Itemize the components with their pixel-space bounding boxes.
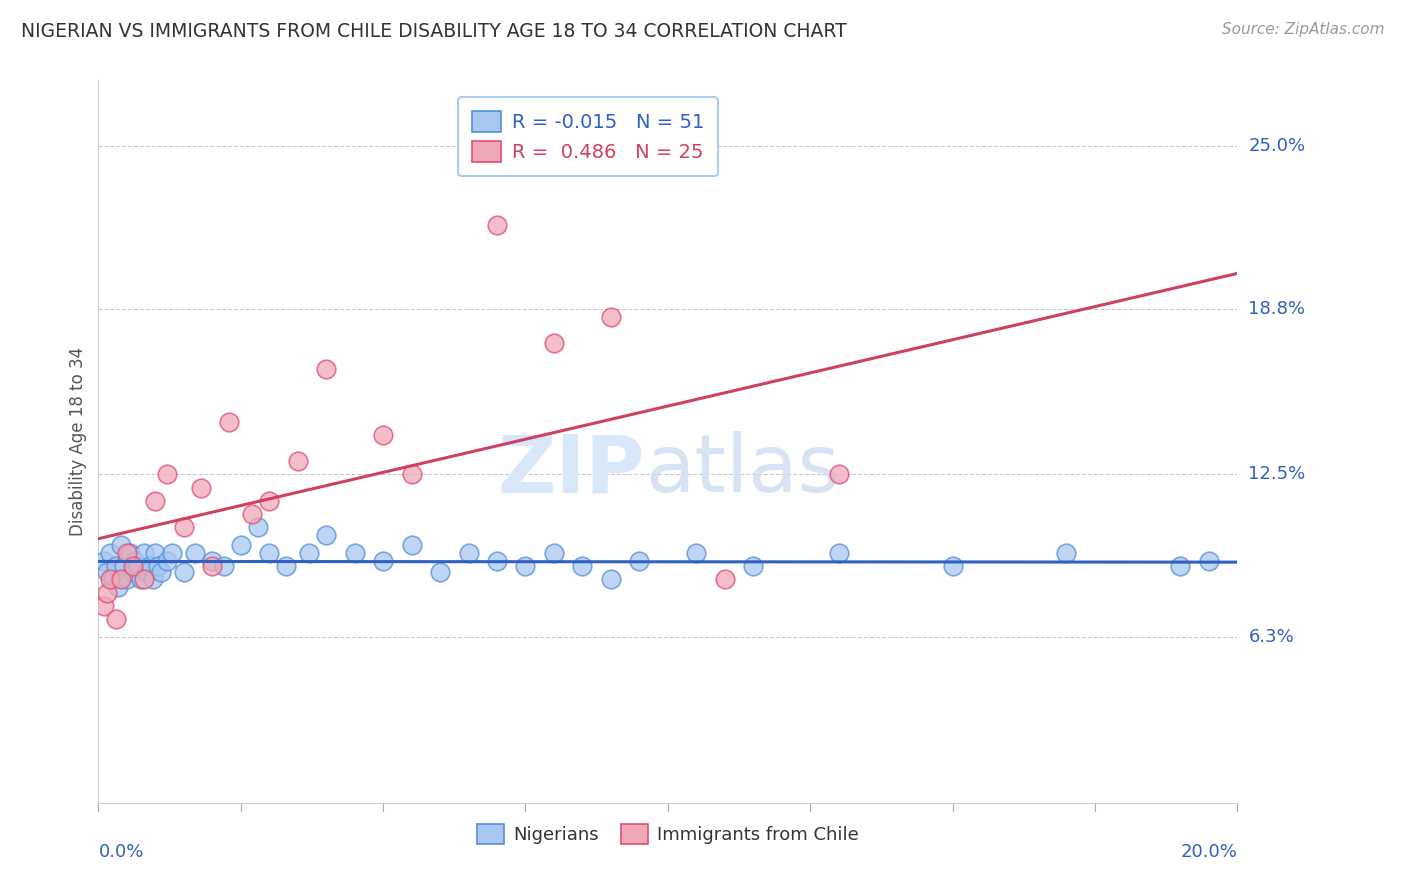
Point (259, 546, 281, 560)
Point (742, 559, 765, 574)
Point (127, 559, 149, 574)
Point (121, 565, 143, 579)
Point (457, 546, 479, 560)
Point (104, 559, 127, 574)
Point (115, 546, 138, 560)
Text: 0.0%: 0.0% (98, 843, 143, 861)
Point (132, 573, 155, 587)
Point (162, 546, 184, 560)
Point (628, 554, 651, 568)
Text: 18.8%: 18.8% (1249, 300, 1305, 318)
Point (112, 559, 135, 574)
Point (201, 554, 224, 568)
Point (229, 538, 252, 552)
Point (184, 546, 207, 560)
Point (515, 559, 537, 574)
Point (110, 573, 132, 587)
Point (93, 599, 115, 613)
Point (429, 565, 451, 579)
Point (276, 559, 298, 574)
Point (401, 538, 423, 552)
Point (135, 565, 157, 579)
Point (218, 415, 240, 429)
Point (486, 554, 509, 568)
Point (101, 573, 124, 587)
Point (371, 554, 394, 568)
Text: Source: ZipAtlas.com: Source: ZipAtlas.com (1222, 22, 1385, 37)
Point (212, 559, 235, 574)
Point (942, 559, 965, 574)
Point (110, 538, 132, 552)
Point (685, 546, 707, 560)
Point (145, 493, 167, 508)
Point (543, 546, 565, 560)
Point (401, 467, 423, 482)
Point (145, 546, 167, 560)
Point (371, 428, 394, 442)
Text: NIGERIAN VS IMMIGRANTS FROM CHILE DISABILITY AGE 18 TO 34 CORRELATION CHART: NIGERIAN VS IMMIGRANTS FROM CHILE DISABI… (21, 22, 846, 41)
Point (201, 559, 224, 574)
Point (259, 493, 281, 508)
Point (828, 467, 851, 482)
Point (141, 573, 163, 587)
Point (240, 507, 263, 521)
Point (98, 546, 121, 560)
Point (115, 573, 138, 587)
Point (287, 454, 309, 468)
Point (104, 612, 127, 626)
Point (173, 565, 195, 579)
Point (190, 481, 212, 495)
Point (156, 554, 179, 568)
Point (1198, 554, 1220, 568)
Point (156, 467, 179, 482)
Point (121, 559, 143, 574)
Point (571, 559, 593, 574)
Point (343, 546, 366, 560)
Point (600, 573, 623, 587)
Point (600, 310, 623, 324)
Text: atlas: atlas (645, 432, 839, 509)
Point (315, 528, 337, 542)
Point (129, 573, 152, 587)
Point (148, 559, 170, 574)
Point (138, 559, 160, 574)
Point (96, 585, 118, 599)
Point (93, 554, 115, 568)
Point (96, 565, 118, 579)
Point (107, 580, 129, 594)
Point (486, 218, 509, 232)
Y-axis label: Disability Age 18 to 34: Disability Age 18 to 34 (69, 347, 87, 536)
Point (828, 546, 851, 560)
Point (1056, 546, 1078, 560)
Text: 6.3%: 6.3% (1249, 628, 1294, 647)
Text: ZIP: ZIP (498, 432, 645, 509)
Point (714, 573, 737, 587)
Point (315, 362, 337, 376)
Point (98, 573, 121, 587)
Point (173, 520, 195, 534)
Point (1170, 559, 1192, 574)
Point (118, 546, 141, 560)
Text: 25.0%: 25.0% (1249, 137, 1306, 155)
Text: 12.5%: 12.5% (1249, 466, 1306, 483)
Text: 20.0%: 20.0% (1181, 843, 1237, 861)
Point (150, 565, 173, 579)
Point (246, 520, 269, 534)
Legend: Nigerians, Immigrants from Chile: Nigerians, Immigrants from Chile (470, 817, 866, 852)
Point (132, 546, 155, 560)
Point (124, 554, 146, 568)
Point (298, 546, 321, 560)
Point (543, 336, 565, 351)
